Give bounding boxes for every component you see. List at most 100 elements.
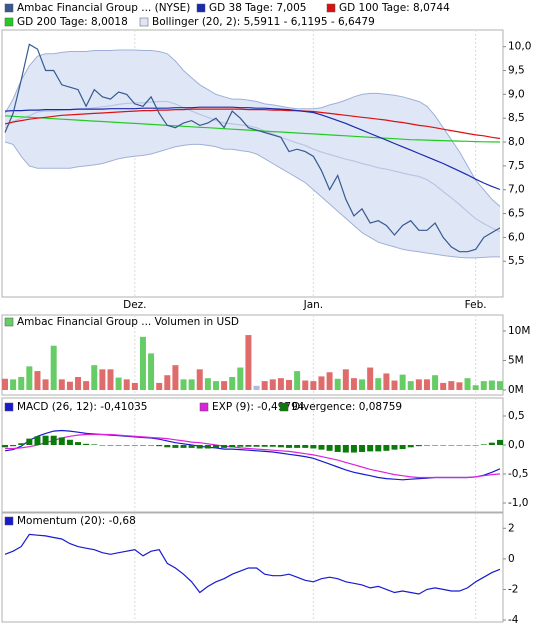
bar [488,442,495,445]
bar [326,372,333,390]
bar [310,444,317,449]
bar [277,444,284,448]
bar [432,375,439,390]
bar [480,381,487,390]
y-tick-label: 6,0 [508,231,525,243]
x-tick-label: Feb. [465,299,487,311]
bar [204,444,211,449]
legend-label: GD 200 Tage: 8,0018 [17,16,128,28]
bar [172,444,179,448]
legend-label: Ambac Financial Group ... Volumen in USD [17,316,239,328]
bar [180,444,187,448]
y-tick-label: 5,5 [508,255,525,267]
bar [180,379,187,390]
y-tick-label: -2 [508,583,518,595]
bar [472,385,479,390]
bar [472,444,479,446]
y-tick-label: 0 [508,553,515,565]
bar [237,367,244,390]
bar [2,444,8,448]
line [4,106,501,191]
bar [488,380,495,390]
bar [115,444,122,446]
bar [139,444,146,446]
bar [42,435,49,445]
legend-swatch [326,3,336,13]
y-tick-label: 10M [508,325,530,337]
y-tick-label: 10,0 [508,41,531,53]
bar [131,444,138,446]
legend-label: GD 100 Tage: 8,0744 [339,2,450,14]
bar [383,444,390,451]
bar [245,335,252,390]
bar [253,444,260,447]
bar [156,382,163,390]
bar [286,379,293,390]
bollinger-upper [4,49,501,207]
y-tick-label: 8,0 [508,136,525,148]
bar [10,444,17,447]
bar [188,444,195,448]
bar [131,382,138,390]
bar [334,378,341,390]
bar [464,378,471,390]
bar [383,373,390,390]
y-tick-label: 7,0 [508,184,525,196]
bar [391,380,398,390]
bar [196,369,203,390]
bar [18,376,25,390]
y-tick-label: 8,5 [508,112,525,124]
y-tick-label: 7,5 [508,160,525,172]
bar [497,381,503,390]
bar [91,444,98,445]
x-tick-label: Dez. [123,299,146,311]
y-tick-label: -1,0 [508,497,529,509]
legend-swatch [139,17,149,27]
bar [310,381,317,390]
y-tick-label: -0,5 [508,468,529,480]
bar [375,444,382,452]
bar [440,382,447,390]
bollinger-band [5,50,500,258]
bar [350,444,357,453]
line [4,533,501,595]
panel [1,397,504,513]
legend-label: GD 38 Tage: 7,005 [209,2,306,14]
bar [415,379,422,390]
bar [66,439,73,445]
bar [58,379,65,390]
legend-swatch [4,3,14,13]
bar [261,444,268,447]
bar [432,444,439,446]
bar [359,379,366,390]
legend-label: Ambac Financial Group ... (NYSE) [17,2,190,14]
bar [10,379,17,390]
bar [448,381,455,390]
bar [75,376,82,390]
line [4,108,501,140]
bar [375,378,382,390]
bar [407,381,414,390]
line [4,43,501,253]
legend-label: Momentum (20): -0,68 [17,515,136,527]
bar [204,378,211,390]
bar [456,382,463,390]
legend-label: Divergence: 0,08759 [292,401,402,413]
bar [399,444,406,450]
legend-swatch [4,516,14,526]
bar [480,444,487,445]
legend-swatch [4,317,14,327]
bar [464,444,471,446]
line [4,115,501,143]
legend-swatch [4,402,14,412]
bar [164,444,171,448]
bar [294,371,301,390]
bar [172,365,179,390]
bar [277,378,284,390]
bar [58,437,65,445]
bar [148,444,155,446]
bar [399,374,406,390]
bar [342,369,349,390]
bar [26,366,33,390]
